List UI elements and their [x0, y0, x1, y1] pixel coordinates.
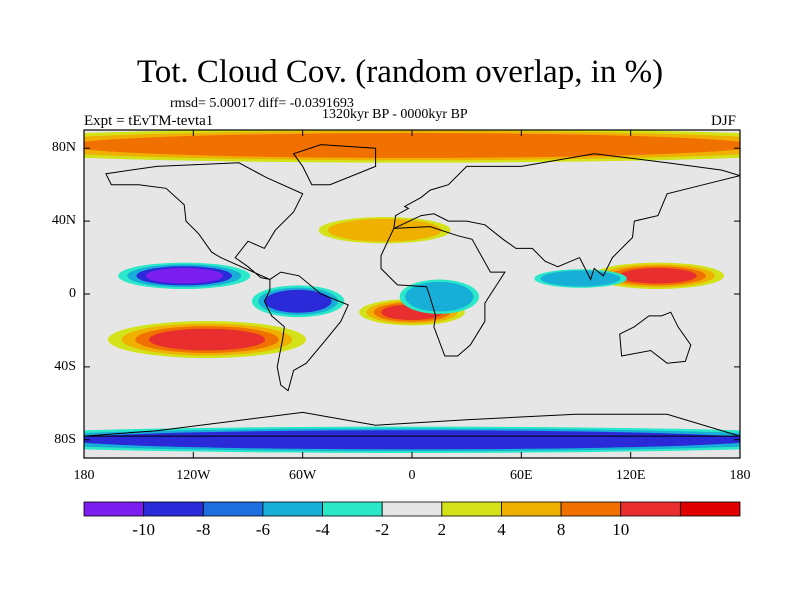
colorbar-label: 8	[556, 520, 566, 539]
colorbar-label: 4	[497, 520, 506, 539]
anomaly-field	[84, 130, 740, 458]
coastline	[292, 144, 377, 186]
colorbar-swatch	[501, 501, 562, 517]
anomaly-patch	[264, 289, 332, 313]
stats-line: rmsd= 5.00017 diff= -0.0391693	[170, 96, 354, 111]
colorbar-label: -8	[196, 520, 211, 539]
y-tick-label: 40S	[54, 358, 76, 374]
colorbar-label: 10	[612, 520, 630, 539]
anomaly-patch	[405, 281, 474, 312]
colorbar-swatch	[679, 501, 741, 517]
coastline	[84, 411, 740, 437]
anomaly-patch	[327, 218, 442, 242]
season-label: DJF	[711, 113, 737, 129]
y-tick-label: 80N	[51, 140, 76, 156]
x-tick-label: 120W	[176, 468, 211, 483]
colorbar-label: -6	[255, 520, 270, 539]
colorbar-swatch	[262, 501, 323, 517]
coastline	[619, 311, 692, 364]
colorbar-swatch	[202, 501, 264, 517]
x-tick-label: 180	[73, 468, 95, 483]
colorbar-swatch	[560, 501, 622, 517]
coastline	[263, 271, 349, 392]
colorbar-swatch	[143, 501, 204, 517]
y-tick-label: 40N	[51, 213, 76, 229]
coastline	[393, 153, 740, 281]
coastline	[380, 226, 506, 357]
anomaly-patch	[84, 430, 740, 450]
colorbar-label: -10	[132, 520, 155, 539]
x-tick-label: 120E	[615, 468, 646, 483]
y-tick-label: 80S	[54, 431, 76, 447]
x-tick-label: 0	[408, 468, 416, 483]
colorbar-label: -2	[375, 520, 390, 539]
anomaly-patch	[148, 328, 266, 351]
x-tick-label: 180	[729, 468, 751, 483]
colorbar-label: -4	[315, 520, 330, 539]
colorbar-swatch	[381, 501, 443, 517]
map-title: Tot. Cloud Cov. (random overlap, in %)	[136, 54, 664, 90]
period-label: 1320kyr BP - 0000kyr BP	[322, 107, 468, 122]
colorbar-swatch	[322, 501, 383, 517]
colorbar-label: 2	[437, 520, 447, 539]
anomaly-patch	[540, 270, 621, 287]
anomaly-patch	[619, 268, 697, 284]
colorbar-swatch	[83, 501, 145, 517]
colorbar-swatch	[441, 501, 502, 517]
x-tick-label: 60W	[289, 468, 317, 483]
anomaly-patch	[84, 133, 740, 158]
colorbar-swatch	[620, 501, 681, 517]
experiment-label: Expt = tEvTM-tevta1	[84, 113, 214, 129]
x-tick-label: 60E	[510, 468, 533, 483]
y-tick-label: 0	[69, 286, 76, 301]
anomaly-patch	[145, 268, 223, 284]
coastline	[105, 162, 304, 280]
